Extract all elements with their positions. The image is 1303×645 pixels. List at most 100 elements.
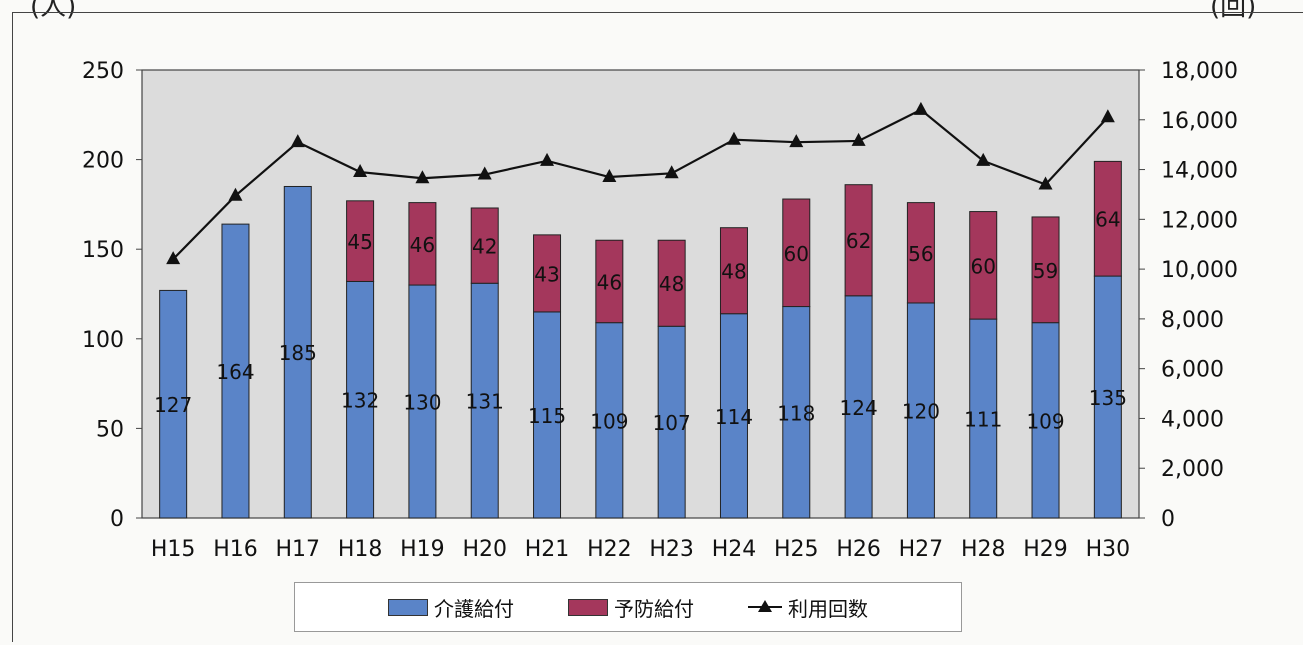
usage-marker: [290, 134, 305, 148]
bar-prevention: [408, 202, 437, 286]
bar-care-label: 109: [1026, 409, 1064, 433]
x-axis-tick-label: H28: [961, 537, 1006, 562]
x-axis-tick-label: H19: [400, 537, 445, 562]
bar-prevention-label: 56: [908, 242, 933, 266]
bar-care-label: 124: [840, 396, 878, 420]
bar-prevention: [906, 202, 935, 304]
bar-care-label: 111: [964, 408, 1002, 432]
bar-prevention: [1031, 216, 1060, 324]
x-axis-tick-label: H16: [213, 537, 258, 562]
bar-prevention: [844, 184, 873, 297]
usage-marker: [1100, 109, 1115, 123]
bar-care-label: 131: [466, 390, 504, 414]
usage-marker: [726, 131, 741, 145]
bar-care: [782, 306, 811, 519]
bar-care-label: 132: [341, 389, 379, 413]
bar-prevention-label: 59: [1033, 259, 1058, 283]
legend-label-usage: 利用回数: [788, 596, 868, 621]
bar-care-label: 127: [154, 393, 192, 417]
bar-prevention: [533, 234, 562, 313]
bar-care-label: 120: [902, 399, 940, 423]
x-axis-tick-label: H20: [462, 537, 507, 562]
left-axis-tick-label: 0: [110, 507, 124, 532]
x-axis-tick-label: H18: [338, 537, 383, 562]
bar-prevention: [346, 200, 375, 282]
bar-prevention-label: 64: [1095, 208, 1120, 232]
right-axis-tick-label: 10,000: [1161, 258, 1238, 283]
bar-prevention-label: 62: [846, 229, 871, 253]
legend-item-care: 介護給付: [388, 593, 514, 622]
usage-marker: [477, 166, 492, 180]
bar-care-label: 130: [403, 391, 441, 415]
legend-swatch-prevention: [568, 598, 608, 616]
bar-prevention-label: 60: [784, 242, 809, 266]
x-axis-tick-label: H21: [525, 537, 570, 562]
bar-prevention: [470, 207, 499, 284]
bar-prevention-label: 48: [721, 260, 746, 284]
bar-prevention: [719, 227, 748, 315]
usage-marker: [1038, 176, 1053, 190]
bar-care: [221, 223, 250, 519]
x-axis-tick-label: H29: [1023, 537, 1068, 562]
bar-care-label: 118: [777, 401, 815, 425]
bar-care-label: 135: [1089, 386, 1127, 410]
right-axis-tick-label: 16,000: [1161, 109, 1238, 134]
usage-marker: [664, 165, 679, 179]
usage-line: [172, 108, 1109, 260]
bar-care-label: 115: [528, 404, 566, 428]
bar-prevention: [782, 198, 811, 308]
right-axis-tick-label: 4,000: [1161, 407, 1224, 432]
usage-marker: [602, 169, 617, 183]
bar-prevention-label: 45: [347, 230, 372, 254]
bar-prevention: [657, 239, 686, 327]
bar-care: [470, 282, 499, 519]
bar-care: [533, 311, 562, 519]
x-axis-tick-label: H26: [836, 537, 881, 562]
bar-prevention-label: 46: [410, 233, 435, 257]
usage-marker: [540, 152, 555, 166]
bar-prevention: [595, 239, 624, 324]
right-axis-tick-label: 2,000: [1161, 457, 1224, 482]
bar-care: [159, 289, 188, 519]
usage-marker: [851, 132, 866, 146]
bar-care-label: 164: [216, 360, 254, 384]
bar-care: [969, 318, 998, 519]
legend-label-care: 介護給付: [434, 596, 514, 621]
bar-prevention-label: 42: [472, 235, 497, 259]
x-axis-tick-label: H22: [587, 537, 632, 562]
legend-label-prevention: 予防給付: [614, 596, 694, 621]
bar-prevention-label: 48: [659, 272, 684, 296]
bar-care: [719, 313, 748, 519]
legend: 介護給付 予防給付 利用回数: [294, 582, 962, 632]
x-axis-tick-label: H17: [276, 537, 321, 562]
bar-care: [1031, 322, 1060, 519]
bar-prevention: [969, 211, 998, 320]
legend-line-triangle-icon: [748, 600, 782, 614]
right-axis-tick-label: 12,000: [1161, 208, 1238, 233]
bar-care-label: 114: [715, 405, 753, 429]
x-axis-tick-label: H27: [899, 537, 944, 562]
right-axis-tick-label: 6,000: [1161, 358, 1224, 383]
bar-care: [595, 322, 624, 519]
usage-marker: [353, 164, 368, 178]
x-axis-tick-label: H23: [649, 537, 694, 562]
x-axis-tick-label: H24: [712, 537, 757, 562]
usage-marker: [166, 251, 181, 265]
legend-swatch-care: [388, 598, 428, 616]
bar-care: [657, 325, 686, 519]
usage-marker: [789, 134, 804, 148]
left-axis-tick-label: 200: [82, 149, 124, 174]
legend-item-usage: 利用回数: [748, 593, 868, 622]
bar-care: [346, 280, 375, 519]
usage-marker: [976, 152, 991, 166]
bar-care: [844, 295, 873, 519]
bar-care-label: 109: [590, 409, 628, 433]
usage-marker: [913, 101, 928, 115]
right-axis-tick-label: 8,000: [1161, 308, 1224, 333]
right-axis-unit: (回): [1210, 0, 1257, 22]
left-axis-tick-label: 150: [82, 238, 124, 263]
bar-care-label: 107: [653, 411, 691, 435]
left-axis-tick-label: 250: [82, 59, 124, 84]
